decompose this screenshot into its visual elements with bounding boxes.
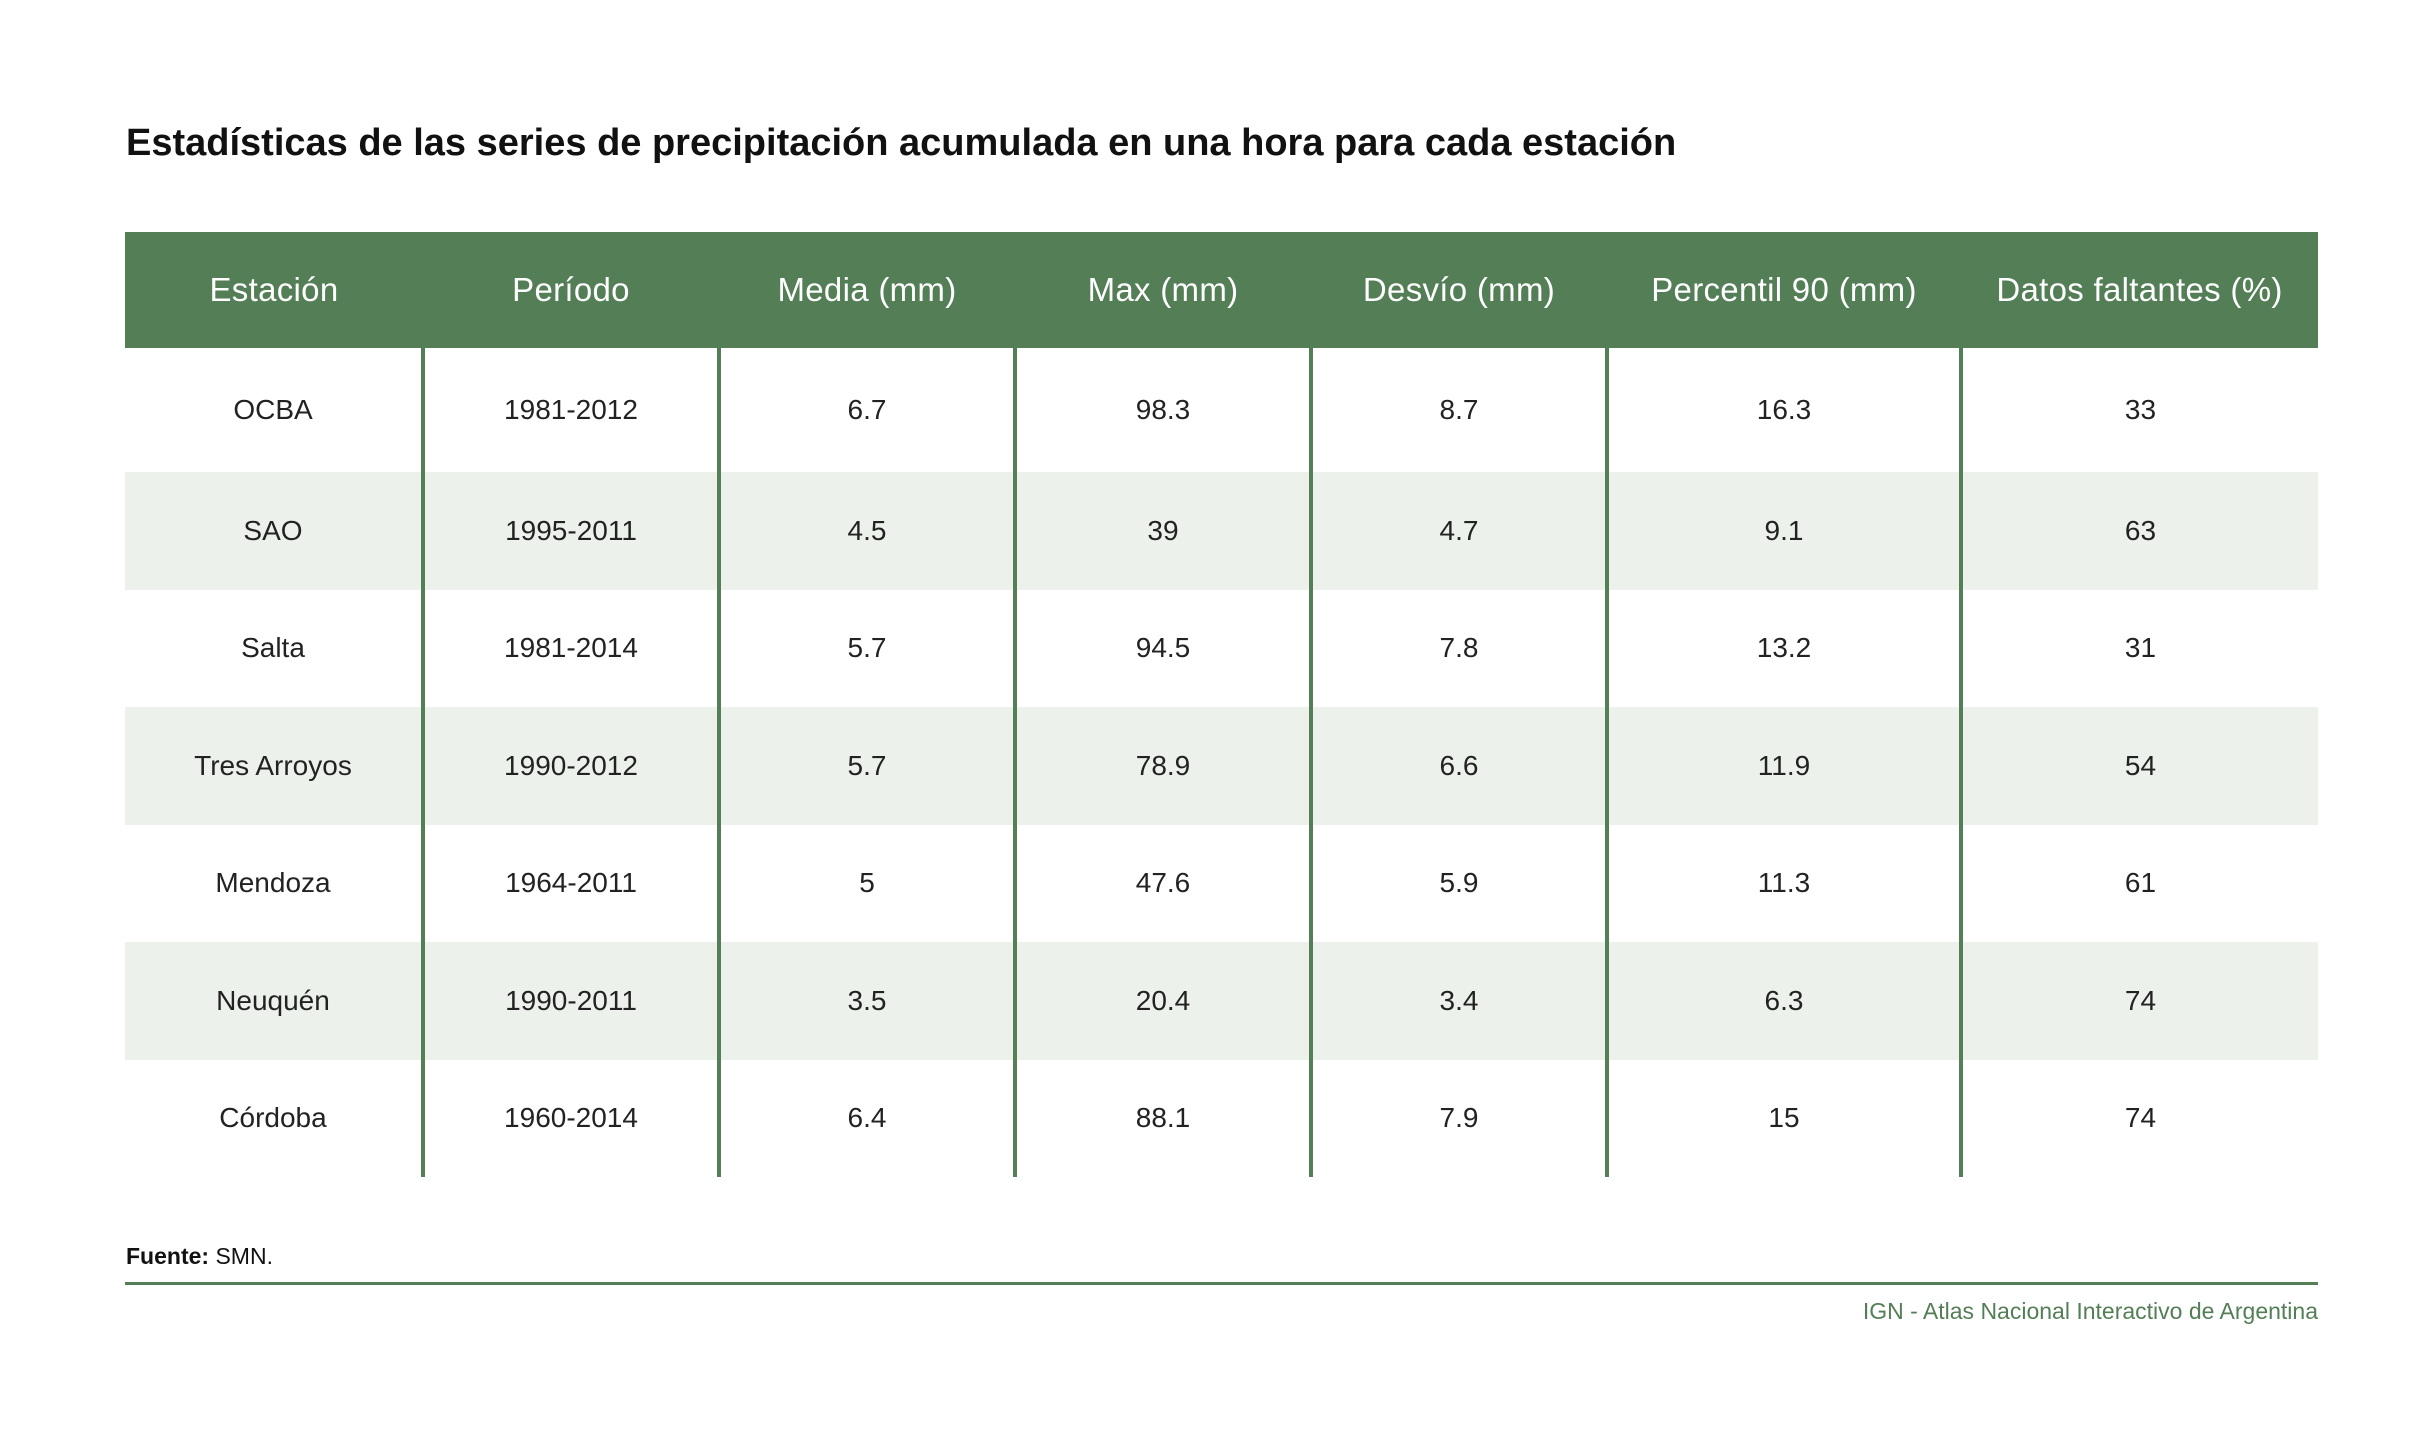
- cell-periodo: 1995-2011: [421, 472, 719, 590]
- cell-estacion: Neuquén: [125, 942, 423, 1060]
- header-desvio: Desvío (mm): [1311, 232, 1607, 348]
- cell-percentil-90: 16.3: [1605, 348, 1961, 472]
- source-note: Fuente: SMN.: [126, 1243, 273, 1270]
- cell-desvio: 6.6: [1309, 707, 1607, 825]
- cell-estacion: Córdoba: [219, 1102, 327, 1134]
- header-percentil-90: Percentil 90 (mm): [1607, 232, 1961, 348]
- footer-divider: [125, 1282, 2318, 1285]
- cell-desvio: 7.8: [1309, 589, 1607, 707]
- cell-percentil-90: 9.1: [1605, 472, 1961, 590]
- source-value: SMN.: [209, 1243, 273, 1269]
- cell-datos-faltantes: 31: [1959, 589, 2318, 707]
- cell-media: 6.4: [717, 1059, 1015, 1177]
- cell-percentil-90: 11.9: [1605, 707, 1961, 825]
- table-row: Neuquén 1990-2011 3.5 20.4 3.4 6.3 74: [125, 942, 2318, 1060]
- cell-media: 5.7: [717, 589, 1015, 707]
- cell-periodo: 1990-2012: [421, 707, 719, 825]
- cell-estacion: Salta: [241, 632, 305, 664]
- footer-credit: IGN - Atlas Nacional Interactivo de Arge…: [1862, 1298, 2318, 1324]
- cell-estacion: Mendoza: [215, 867, 331, 899]
- cell-max: 94.5: [1013, 589, 1311, 707]
- header-periodo: Período: [423, 232, 719, 348]
- header-media: Media (mm): [719, 232, 1015, 348]
- table-row: Córdoba 1960-2014 6.4 88.1 7.9 15 74: [125, 1059, 2318, 1177]
- header-estacion: Estación: [125, 232, 423, 348]
- table-header: Estación Período Media (mm) Max (mm) Des…: [125, 232, 2318, 348]
- statistics-table-container: Estación Período Media (mm) Max (mm) Des…: [125, 232, 2318, 1177]
- cell-media: 4.5: [717, 472, 1015, 590]
- cell-max: 20.4: [1013, 942, 1311, 1060]
- cell-desvio: 8.7: [1309, 348, 1607, 472]
- cell-periodo: 1960-2014: [421, 1059, 719, 1177]
- cell-datos-faltantes: 63: [1959, 472, 2318, 590]
- table-body: OCBA 1981-2012 6.7 98.3 8.7 16.3 33 SAO …: [125, 348, 2318, 1177]
- header-max: Max (mm): [1015, 232, 1311, 348]
- cell-datos-faltantes: 54: [1959, 707, 2318, 825]
- cell-desvio: 5.9: [1309, 824, 1607, 942]
- cell-periodo: 1981-2012: [421, 348, 719, 472]
- cell-desvio: 4.7: [1309, 472, 1607, 590]
- cell-estacion: OCBA: [233, 394, 313, 425]
- statistics-table: Estación Período Media (mm) Max (mm) Des…: [125, 232, 2318, 1177]
- cell-periodo: 1981-2014: [421, 589, 719, 707]
- source-label: Fuente:: [126, 1243, 210, 1269]
- cell-max: 47.6: [1013, 824, 1311, 942]
- cell-percentil-90: 6.3: [1605, 942, 1961, 1060]
- cell-max: 39: [1013, 472, 1311, 590]
- cell-periodo: 1990-2011: [421, 942, 719, 1060]
- table-row: OCBA 1981-2012 6.7 98.3 8.7 16.3 33: [125, 348, 2318, 472]
- table-row: Mendoza 1964-2011 5 47.6 5.9 11.3 61: [125, 824, 2318, 942]
- cell-percentil-90: 13.2: [1605, 589, 1961, 707]
- cell-estacion: SAO: [125, 472, 423, 590]
- cell-percentil-90: 11.3: [1605, 824, 1961, 942]
- cell-media: 5.7: [717, 707, 1015, 825]
- table-row: Salta 1981-2014 5.7 94.5 7.8 13.2 31: [125, 589, 2318, 707]
- cell-datos-faltantes: 33: [1959, 348, 2318, 472]
- cell-media: 6.7: [717, 348, 1015, 472]
- cell-max: 98.3: [1013, 348, 1311, 472]
- cell-media: 3.5: [717, 942, 1015, 1060]
- cell-desvio: 7.9: [1309, 1059, 1607, 1177]
- cell-datos-faltantes: 74: [1959, 942, 2318, 1060]
- cell-datos-faltantes: 74: [1959, 1059, 2318, 1177]
- table-row: SAO 1995-2011 4.5 39 4.7 9.1 63: [125, 472, 2318, 590]
- table-row: Tres Arroyos 1990-2012 5.7 78.9 6.6 11.9…: [125, 707, 2318, 825]
- cell-datos-faltantes: 61: [1959, 824, 2318, 942]
- cell-media: 5: [717, 824, 1015, 942]
- cell-percentil-90: 15: [1605, 1059, 1961, 1177]
- table-header-row: Estación Período Media (mm) Max (mm) Des…: [125, 232, 2318, 348]
- cell-periodo: 1964-2011: [421, 824, 719, 942]
- header-datos-faltantes: Datos faltantes (%): [1961, 232, 2318, 348]
- cell-max: 78.9: [1013, 707, 1311, 825]
- cell-estacion: Tres Arroyos: [125, 707, 423, 825]
- cell-desvio: 3.4: [1309, 942, 1607, 1060]
- page-title: Estadísticas de las series de precipitac…: [126, 122, 1677, 164]
- cell-max: 88.1: [1013, 1059, 1311, 1177]
